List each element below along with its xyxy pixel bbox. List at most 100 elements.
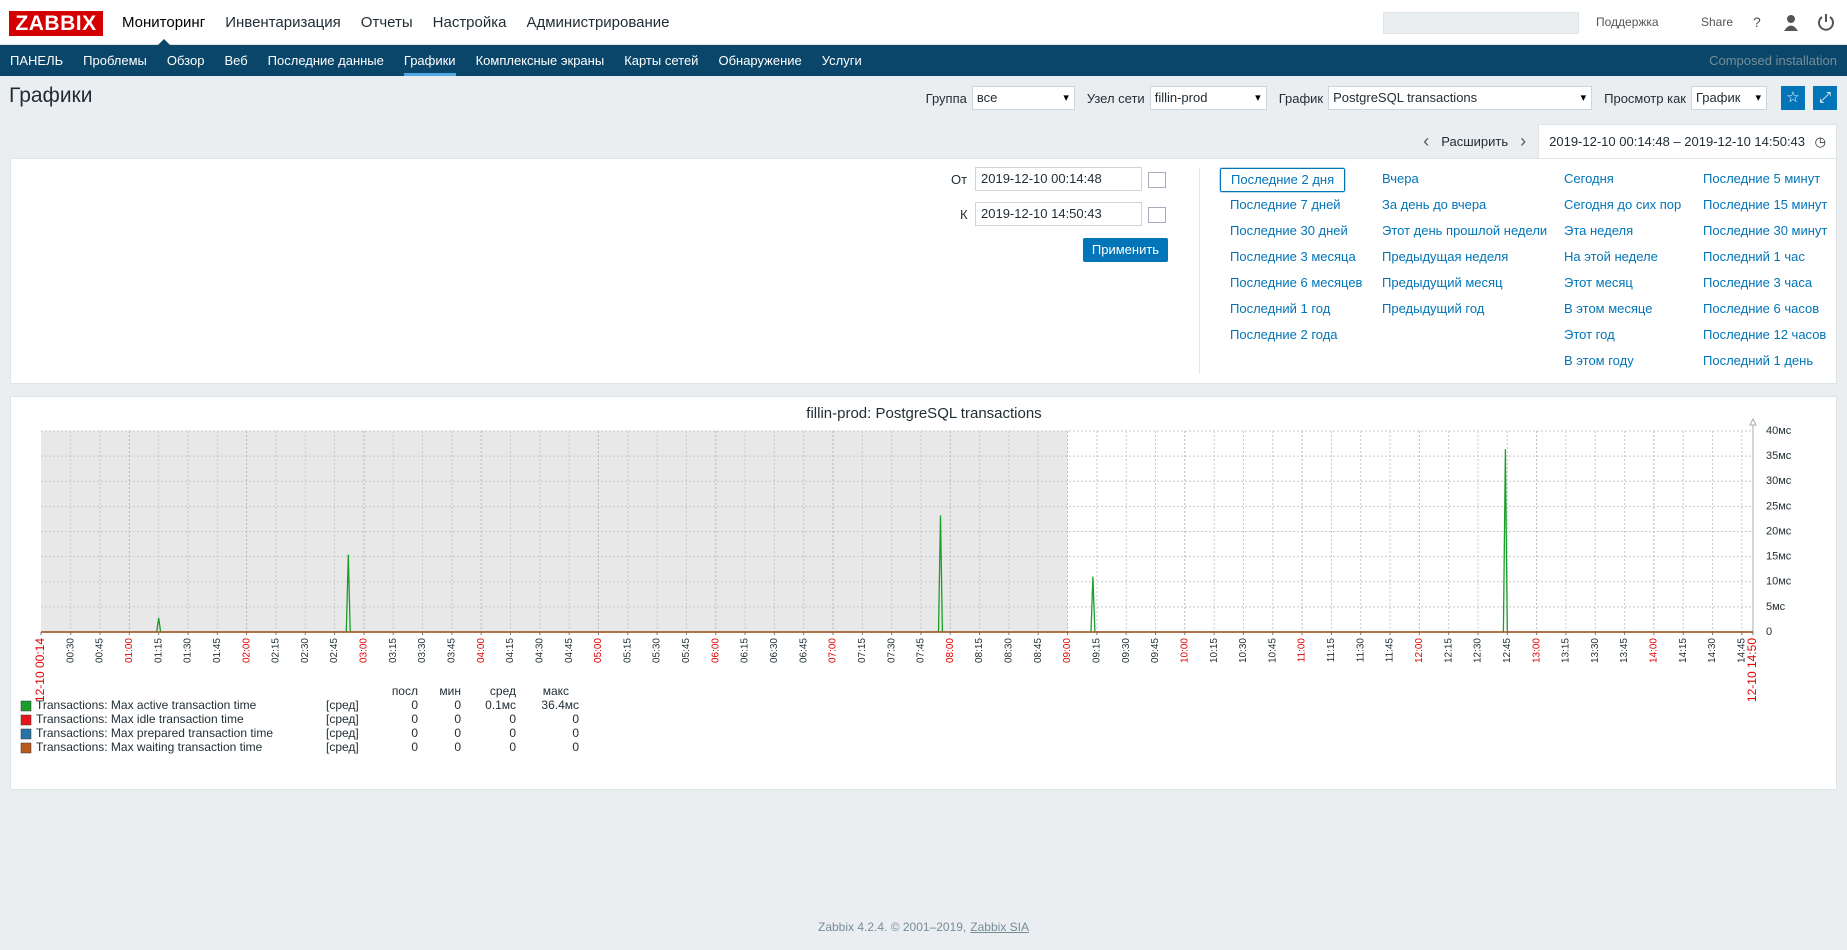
x-tick-label: 05:00 [593,638,604,663]
footer-link[interactable]: Zabbix SIA [970,920,1029,934]
from-input[interactable]: 2019-12-10 00:14:48 [975,167,1142,191]
calendar-icon[interactable] [1148,172,1166,188]
sub-menu-item[interactable]: Последние данные [267,53,384,68]
top-icons [1784,14,1834,31]
time-preset[interactable]: За день до вчера [1382,197,1487,212]
x-tick-label: 04:15 [505,638,516,663]
sub-menu-item[interactable]: Комплексные экраны [475,53,605,68]
sub-menu-item[interactable]: Графики [394,45,466,76]
filter-label: График [1278,90,1324,106]
logout-icon[interactable] [1818,16,1834,31]
time-preset[interactable]: Последние 6 часов [1703,301,1820,316]
filter-select[interactable]: График [1691,86,1767,110]
time-preset[interactable]: Последние 3 месяца [1230,249,1356,264]
y-tick-label: 35мс [1766,450,1792,462]
filter-select[interactable]: PostgreSQL transactions [1328,86,1593,110]
sub-menu-item[interactable]: Проблемы [83,53,147,68]
x-tick-label: 03:30 [417,638,428,663]
from-label: От [951,172,968,187]
y-axis-arrow [1749,417,1757,426]
x-tick-label: 03:45 [446,638,457,663]
time-preset[interactable]: Последний 1 час [1703,249,1805,264]
zoom-out[interactable]: Расширить [1441,133,1509,149]
time-preset[interactable]: Последние 5 минут [1703,171,1821,186]
menu-item[interactable]: Отчеты [360,14,413,31]
time-preset[interactable]: Этот день прошлой недели [1382,223,1548,238]
time-preset[interactable]: Последние 30 дней [1230,223,1348,238]
filter-select[interactable]: fillin-prod [1149,86,1267,110]
sub-menu-item[interactable]: Обнаружение [718,53,802,68]
time-preset[interactable]: Последние 15 минут [1703,197,1828,212]
x-tick-label: 07:15 [857,638,868,663]
time-preset[interactable]: Предыдущая неделя [1382,249,1509,264]
time-preset[interactable]: В этом году [1564,353,1634,368]
x-tick-label: 05:45 [681,638,692,663]
time-range[interactable]: 2019-12-10 00:14:48 – 2019-12-10 14:50:4… [1538,123,1837,159]
next-arrow[interactable]: › [1520,130,1527,151]
legend-swatch [20,742,32,754]
x-tick-label: 11:45 [1385,638,1396,663]
y-tick-label: 40мс [1766,425,1792,437]
to-input[interactable]: 2019-12-10 14:50:43 [975,202,1142,226]
share-link[interactable]: Share [1701,15,1734,29]
time-preset[interactable]: Последние 7 дней [1230,197,1341,212]
time-preset[interactable]: Этот год [1564,327,1615,342]
footer: Zabbix 4.2.4. © 2001–2019, Zabbix SIA [0,920,1847,934]
menu-item[interactable]: Настройка [432,14,507,31]
calendar-icon[interactable] [1148,207,1166,223]
time-preset[interactable]: Этот месяц [1564,275,1633,290]
sub-menu-item[interactable]: Веб [224,53,248,68]
time-filter-panel [10,158,1837,384]
time-preset[interactable]: Предыдущий год [1382,301,1485,316]
search-box[interactable] [1383,12,1579,34]
time-preset[interactable]: Последний 1 год [1230,301,1331,316]
sub-menu-item[interactable]: Обзор [166,53,205,68]
time-preset[interactable]: Последние 6 месяцев [1230,275,1363,290]
time-preset[interactable]: Предыдущий месяц [1382,275,1503,290]
prev-arrow[interactable]: ‹ [1423,130,1430,151]
x-tick-label: 06:15 [740,638,751,663]
time-preset[interactable]: Сегодня до сих пор [1564,197,1682,212]
logo[interactable]: ZABBIX [9,11,103,36]
x-tick-label: 01:45 [212,638,223,663]
x-tick-label: 13:00 [1531,638,1542,663]
legend-stat: 0 [411,712,418,726]
time-preset[interactable]: Последние 3 часа [1703,275,1813,290]
filter-select[interactable]: все [971,86,1075,110]
legend-name: Transactions: Max waiting transaction ti… [36,740,263,754]
time-preset[interactable]: Последние 30 минут [1703,223,1828,238]
time-preset[interactable]: Последние 2 года [1230,327,1338,342]
time-preset[interactable]: Эта неделя [1564,223,1634,238]
fullscreen-button[interactable]: ⤢ [1813,86,1837,110]
support-link[interactable]: Поддержка [1596,15,1659,29]
legend-stat: 36.4мс [541,698,579,712]
time-preset[interactable]: Сегодня [1564,171,1614,186]
legend-stat: 0 [454,740,461,754]
chart-panel: fillin-prod: PostgreSQL transactions 0 5м… [10,396,1837,790]
sub-menu-item[interactable]: Услуги [821,53,862,68]
menu-item[interactable]: Администрирование [526,14,670,31]
time-preset[interactable]: Последний 1 день [1703,353,1814,368]
legend-func: [сред] [326,698,359,712]
time-preset[interactable]: Вчера [1382,171,1419,186]
user-icon[interactable] [1787,15,1795,23]
sub-menu-item[interactable]: ПАНЕЛЬ [10,53,64,68]
time-preset[interactable]: В этом месяце [1564,301,1653,316]
menu-item[interactable]: Инвентаризация [225,14,341,31]
x-tick-label: 06:30 [769,638,780,663]
apply-button[interactable]: Применить [1083,238,1168,262]
x-tick-label: 14:30 [1707,638,1718,663]
help-link[interactable]: ? [1753,14,1761,30]
x-tick-label: 08:00 [945,638,956,663]
menu-item[interactable]: Мониторинг [112,0,215,46]
x-tick-label: 02:15 [271,638,282,663]
separator [1199,168,1200,374]
y-tick-label: 25мс [1766,500,1792,512]
favourite-button[interactable]: ☆ [1781,86,1805,110]
x-tick-label: 05:30 [652,638,663,663]
time-preset[interactable]: На этой неделе [1564,249,1658,264]
sub-menu-item[interactable]: Карты сетей [624,53,699,68]
time-preset[interactable]: Последние 12 часов [1703,327,1827,342]
time-preset[interactable]: Последние 2 дня [1220,168,1346,192]
x-tick-label: 06:00 [710,638,721,663]
